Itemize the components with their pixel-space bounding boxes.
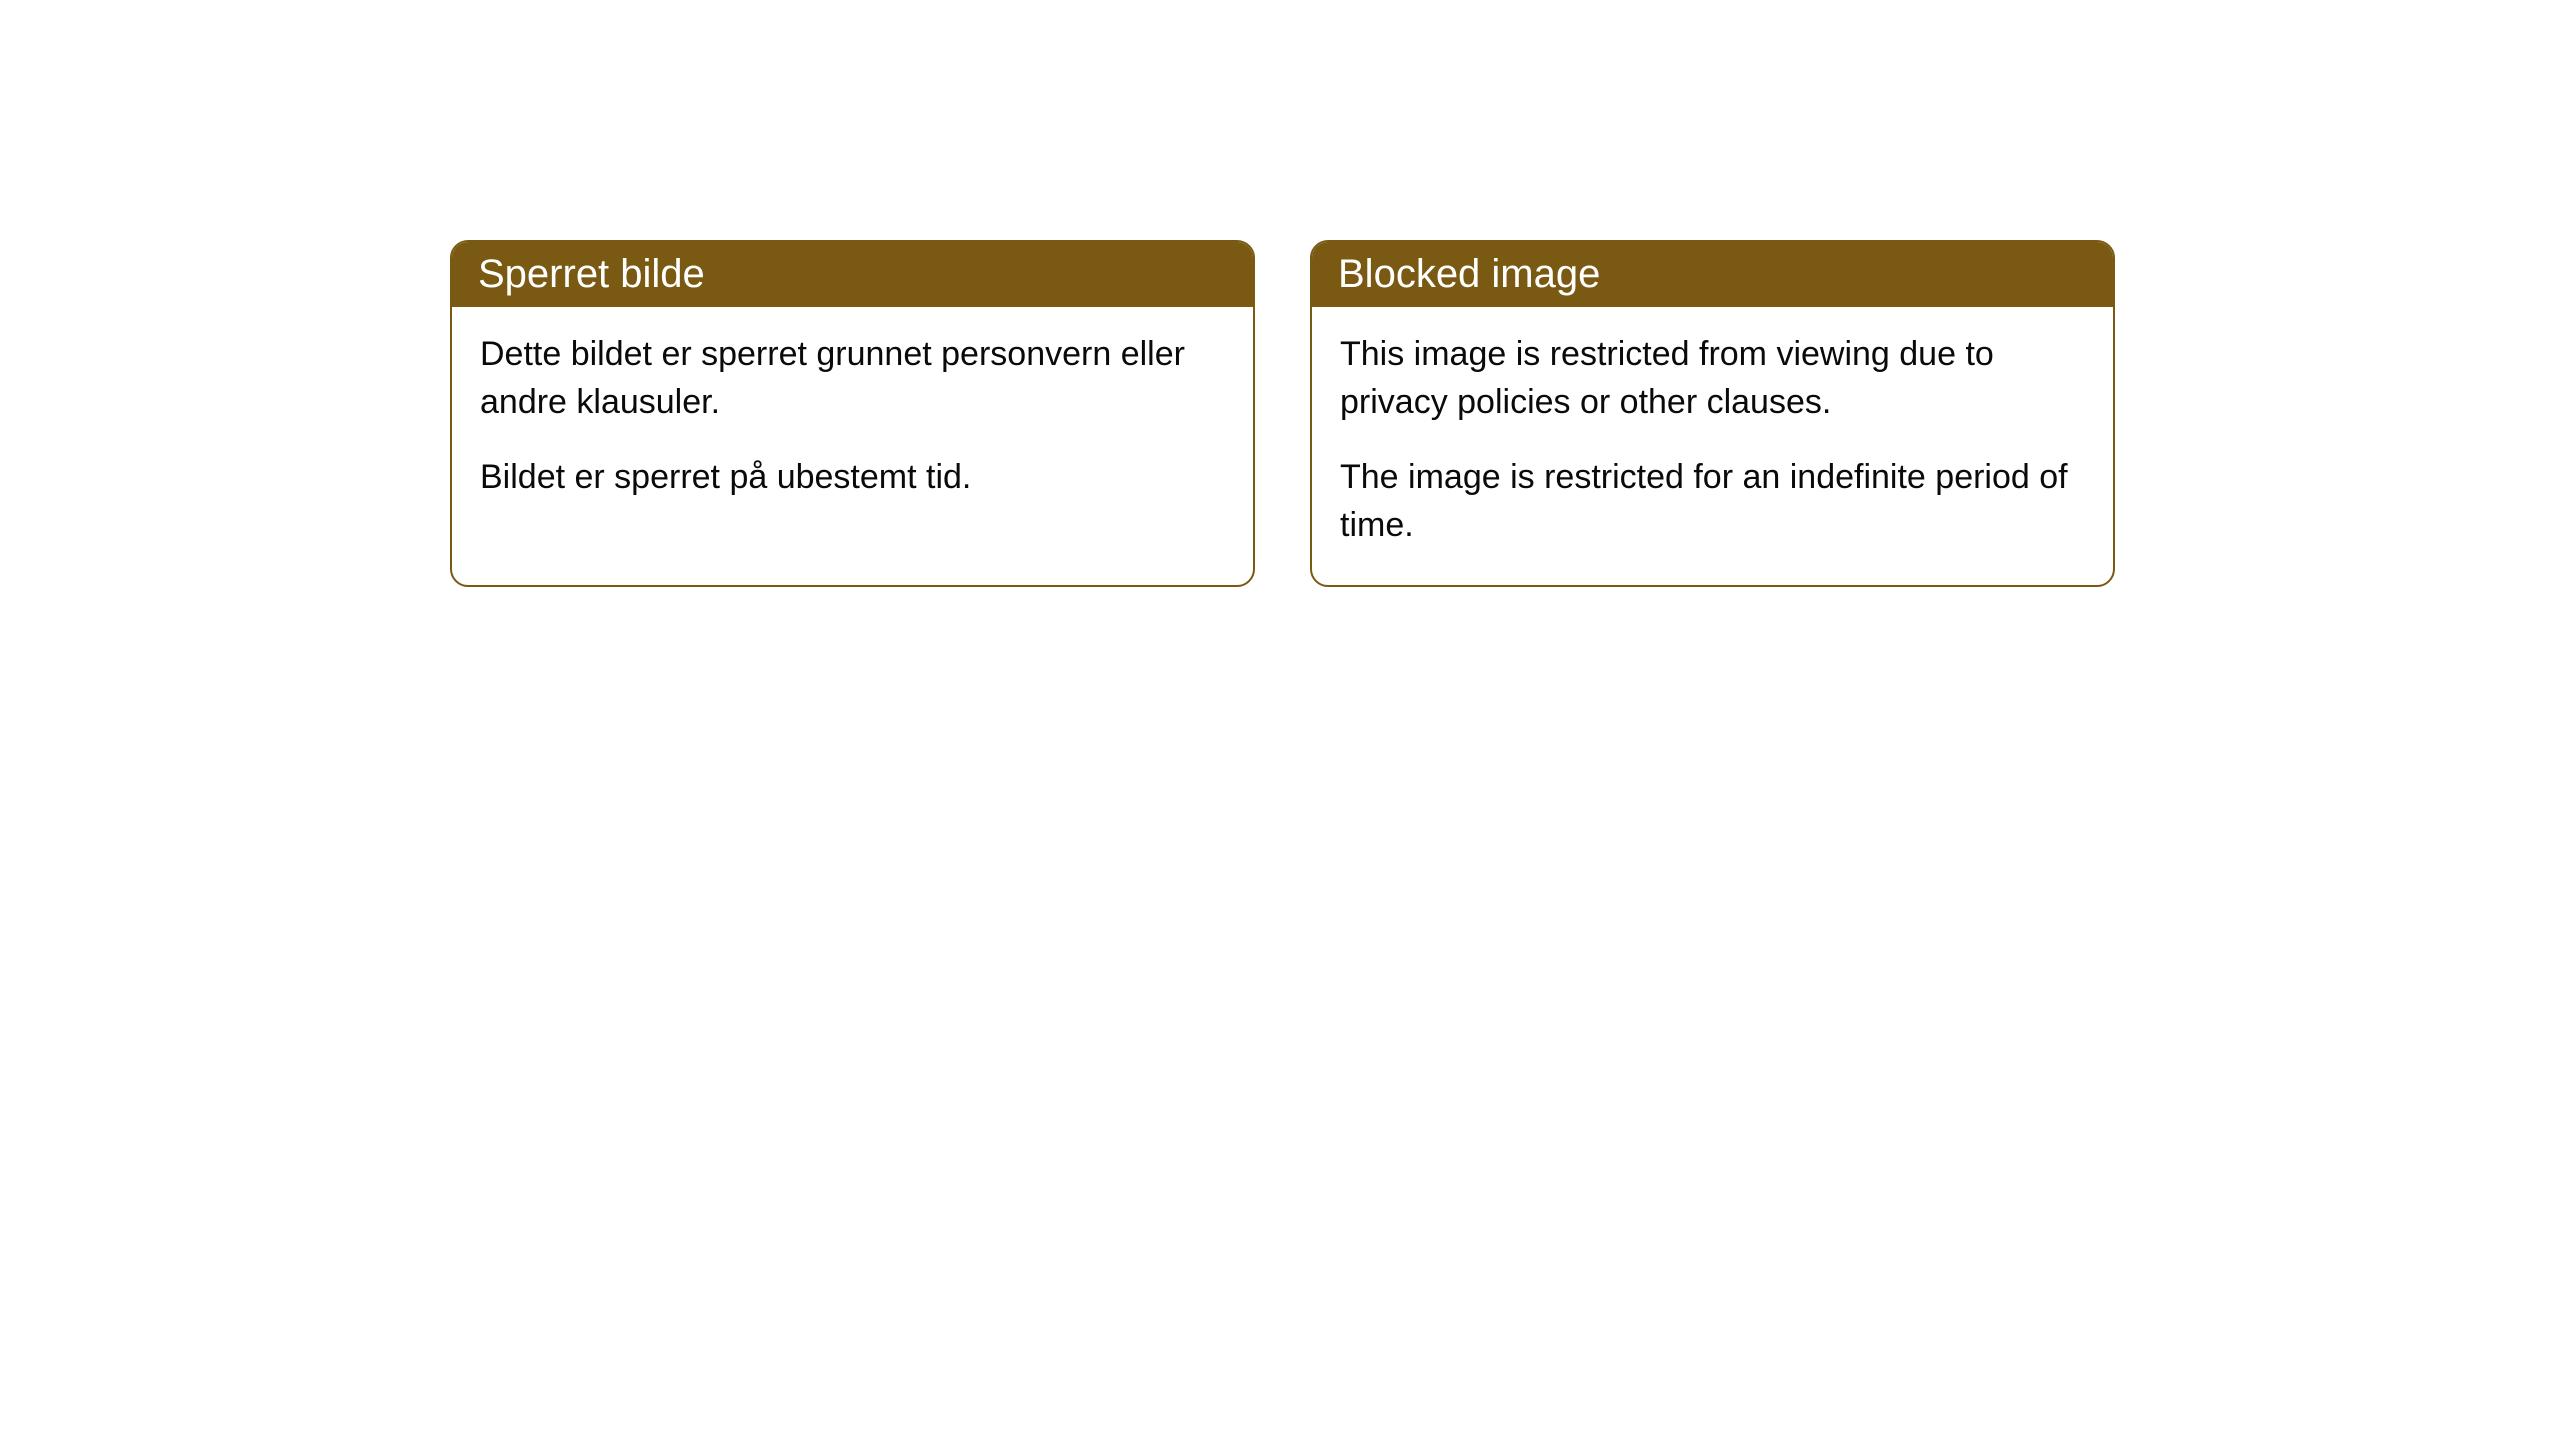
card-title: Sperret bilde (478, 252, 705, 296)
card-body: Dette bildet er sperret grunnet personve… (452, 307, 1253, 538)
notice-card-english: Blocked image This image is restricted f… (1310, 240, 2115, 587)
card-paragraph: This image is restricted from viewing du… (1340, 331, 2085, 426)
card-header: Sperret bilde (452, 242, 1253, 307)
card-header: Blocked image (1312, 242, 2113, 307)
card-paragraph: Dette bildet er sperret grunnet personve… (480, 331, 1225, 426)
notice-cards-container: Sperret bilde Dette bildet er sperret gr… (450, 240, 2560, 587)
card-paragraph: The image is restricted for an indefinit… (1340, 454, 2085, 549)
card-body: This image is restricted from viewing du… (1312, 307, 2113, 585)
card-paragraph: Bildet er sperret på ubestemt tid. (480, 454, 1225, 502)
card-title: Blocked image (1338, 252, 1600, 296)
notice-card-norwegian: Sperret bilde Dette bildet er sperret gr… (450, 240, 1255, 587)
